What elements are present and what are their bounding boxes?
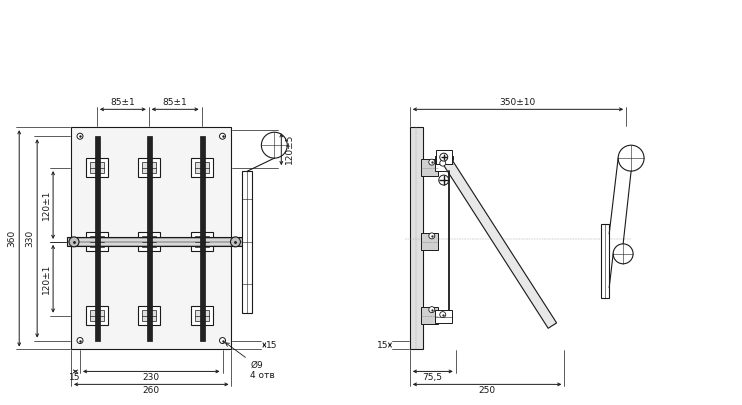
Circle shape — [429, 159, 435, 165]
Circle shape — [220, 337, 226, 343]
Text: 120±1: 120±1 — [42, 190, 50, 220]
Bar — [86, 306, 108, 324]
Circle shape — [261, 132, 287, 158]
Circle shape — [439, 175, 449, 185]
Bar — [200, 136, 205, 341]
Circle shape — [220, 133, 226, 139]
Bar — [410, 127, 423, 350]
Bar — [90, 236, 104, 247]
Bar — [421, 233, 438, 250]
Text: 360: 360 — [7, 230, 17, 247]
Circle shape — [613, 244, 633, 264]
Bar — [194, 162, 209, 173]
Bar — [67, 237, 243, 246]
Bar — [194, 236, 209, 247]
Text: 85±1: 85±1 — [162, 98, 188, 107]
Circle shape — [440, 153, 447, 161]
Bar — [435, 156, 453, 171]
Bar — [194, 310, 209, 321]
Text: 15: 15 — [266, 341, 277, 350]
Bar — [421, 159, 438, 176]
Bar — [147, 136, 152, 341]
Circle shape — [69, 237, 79, 247]
Text: 120±5: 120±5 — [285, 134, 294, 164]
Bar — [435, 310, 452, 323]
Circle shape — [77, 337, 83, 343]
Bar — [90, 310, 104, 321]
Circle shape — [429, 233, 435, 239]
Text: 15: 15 — [377, 341, 389, 350]
Bar — [142, 162, 156, 173]
Circle shape — [618, 145, 644, 171]
Circle shape — [440, 160, 446, 166]
Bar — [142, 310, 156, 321]
Bar — [138, 306, 160, 324]
Circle shape — [429, 307, 435, 313]
Text: 330: 330 — [26, 230, 35, 247]
Bar — [601, 224, 609, 298]
Bar — [191, 158, 212, 177]
Text: 120±1: 120±1 — [42, 264, 50, 294]
Text: 15: 15 — [69, 373, 81, 382]
Bar — [71, 127, 232, 350]
Bar — [191, 232, 212, 251]
Circle shape — [231, 237, 240, 247]
Bar — [90, 162, 104, 173]
Text: 85±1: 85±1 — [111, 98, 135, 107]
Text: 250: 250 — [478, 386, 495, 395]
Circle shape — [77, 133, 83, 139]
Bar — [95, 136, 100, 341]
Text: 260: 260 — [142, 386, 160, 395]
Bar — [138, 232, 160, 251]
Polygon shape — [439, 153, 556, 328]
Bar — [86, 232, 108, 251]
Bar — [436, 150, 452, 164]
Bar — [86, 158, 108, 177]
Text: 350±10: 350±10 — [499, 98, 536, 107]
Bar — [138, 158, 160, 177]
Circle shape — [440, 311, 446, 318]
Bar — [191, 306, 212, 324]
Bar — [243, 171, 252, 313]
Bar — [421, 307, 438, 324]
Text: 75,5: 75,5 — [421, 373, 441, 382]
Bar — [142, 236, 156, 247]
Text: Ø9
4 отв: Ø9 4 отв — [226, 343, 275, 380]
Text: 230: 230 — [142, 373, 160, 382]
